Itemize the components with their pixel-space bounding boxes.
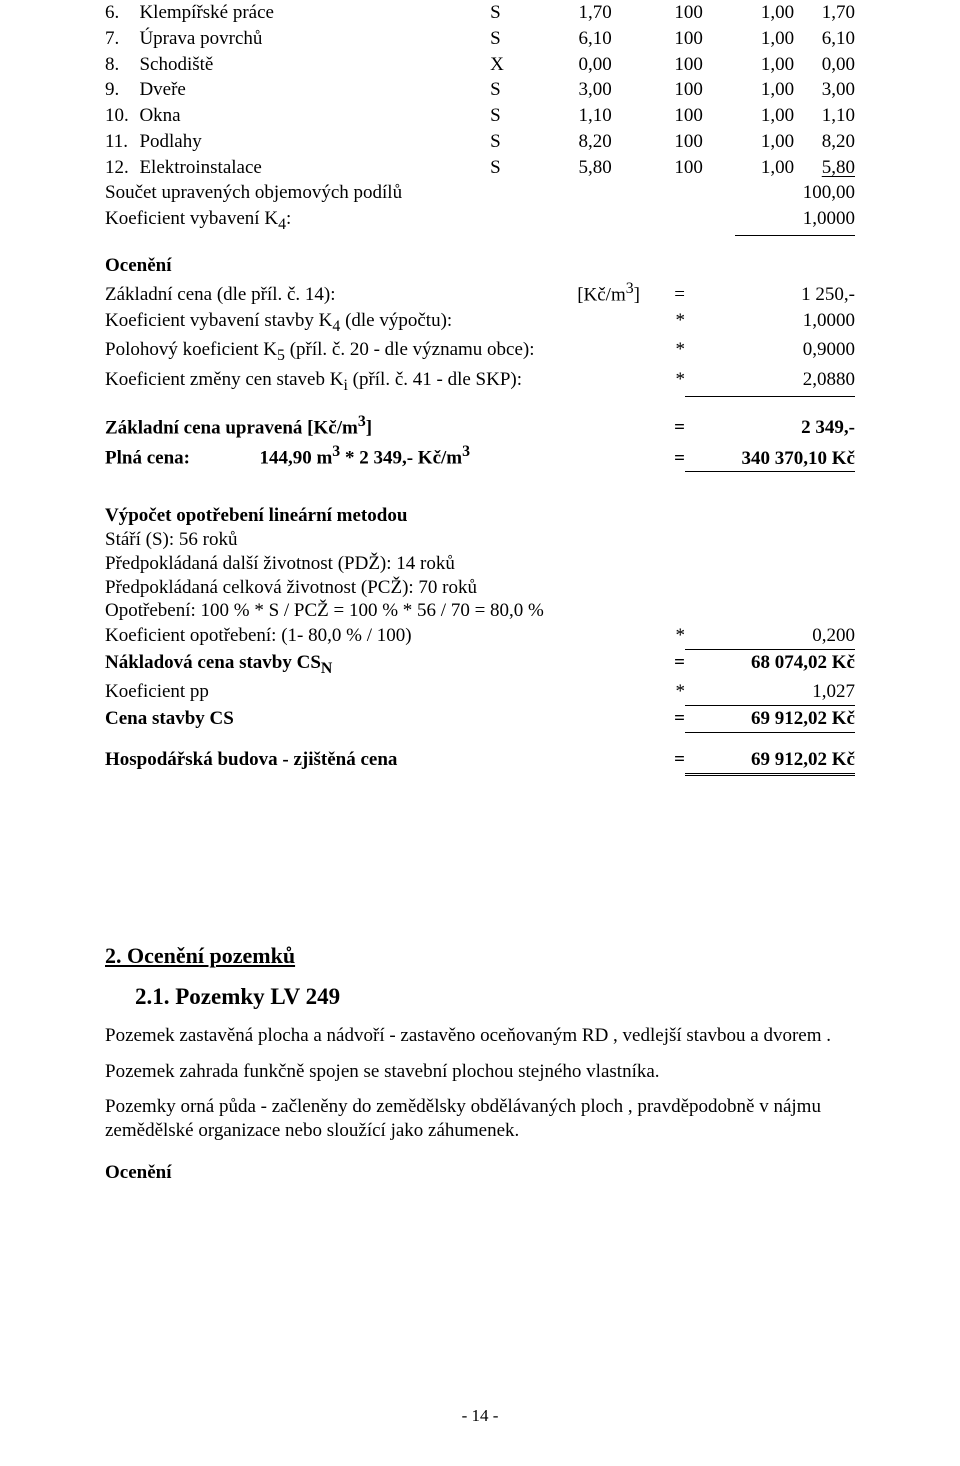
calc-row: Cena stavby CS = 69 912,02 Kč — [105, 706, 855, 733]
calc-label: Cena stavby CS — [105, 706, 640, 733]
oceneni-title-2: Ocenění — [105, 1161, 855, 1185]
calc-table-2: Koeficient opotřebení: (1- 80,0 % / 100)… — [105, 623, 855, 733]
plna-sym: = — [640, 441, 685, 472]
calc-sym: * — [640, 308, 685, 338]
sum-row: Součet upravených objemových podílů 100,… — [105, 180, 855, 206]
calc-row: Polohový koeficient K5 (příl. č. 20 - dl… — [105, 337, 855, 367]
row-name: Klempířské práce — [139, 0, 490, 26]
table-row: 7. Úprava povrchů S 6,10 100 1,00 6,10 — [105, 26, 855, 52]
wear-line: Stáří (S): 56 roků — [105, 528, 855, 552]
calc-val: 2,0880 — [685, 367, 855, 397]
paragraph: Pozemek zahrada funkčně spojen se staveb… — [105, 1060, 855, 1084]
row-vs: S — [490, 0, 520, 26]
final-label: Hospodářská budova - zjištěná cena — [105, 747, 640, 774]
paragraph: Pozemky orná půda - začleněny do zeměděl… — [105, 1095, 855, 1143]
calc-val: 1,027 — [685, 679, 855, 705]
calc-table-zcu: Základní cena upravená [Kč/m3] = 2 349,-… — [105, 411, 855, 472]
sum-row: Koeficient vybavení K4: 1,0000 — [105, 206, 855, 236]
calc-val: 68 074,02 Kč — [685, 649, 855, 679]
table-row: 9. Dveře S 3,00 100 1,00 3,00 — [105, 77, 855, 103]
section-2-heading: 2. Ocenění pozemků — [105, 942, 855, 970]
calc-val: 1 250,- — [685, 278, 855, 308]
wear-line: Předpokládaná celková životnost (PCŽ): 7… — [105, 576, 855, 600]
calc-sym: = — [640, 649, 685, 679]
calc-sym: * — [640, 623, 685, 649]
table-row: 11. Podlahy S 8,20 100 1,00 8,20 — [105, 129, 855, 155]
wear-line: Předpokládaná další životnost (PDŽ): 14 … — [105, 552, 855, 576]
subsection-21-heading: 2.1. Pozemky LV 249 — [105, 983, 855, 1012]
zcu-label: Základní cena upravená [Kč/m3] — [105, 411, 640, 441]
final-row: Hospodářská budova - zjištěná cena = 69 … — [105, 747, 855, 774]
calc-val: 1,0000 — [685, 308, 855, 338]
wear-line: Opotřebení: 100 % * S / PCŽ = 100 % * 56… — [105, 599, 855, 623]
plna-val: 340 370,10 Kč — [685, 441, 855, 472]
sum-label: Součet upravených objemových podílů — [105, 180, 735, 206]
calc-sym: * — [640, 679, 685, 705]
final-val: 69 912,02 Kč — [685, 747, 855, 774]
calc-label: Koeficient změny cen staveb Ki (příl. č.… — [105, 367, 640, 397]
table-row: 12. Elektroinstalace S 5,80 100 1,00 5,8… — [105, 155, 855, 181]
calc-row: Nákladová cena stavby CSN = 68 074,02 Kč — [105, 649, 855, 679]
calc-val: 69 912,02 Kč — [685, 706, 855, 733]
page-number: - 14 - — [105, 1405, 855, 1426]
zcu-sym: = — [640, 411, 685, 441]
table-row: 6. Klempířské práce S 1,70 100 1,00 1,70 — [105, 0, 855, 26]
row-v1: 1,70 — [521, 0, 612, 26]
calc-row: Koeficient opotřebení: (1- 80,0 % / 100)… — [105, 623, 855, 649]
calc-val: 0,200 — [685, 623, 855, 649]
calc-sym: = — [640, 278, 685, 308]
sum-table: Součet upravených objemových podílů 100,… — [105, 180, 855, 236]
calc-val: 0,9000 — [685, 337, 855, 367]
calc-sym: = — [640, 706, 685, 733]
table-row: 10. Okna S 1,10 100 1,00 1,10 — [105, 103, 855, 129]
sum-label: Koeficient vybavení K4: — [105, 206, 735, 236]
oceneni-title: Ocenění — [105, 254, 855, 278]
sum-value: 100,00 — [735, 180, 855, 206]
calc-row: Koeficient změny cen staveb Ki (příl. č.… — [105, 367, 855, 397]
calc-label: Koeficient vybavení stavby K4 (dle výpoč… — [105, 308, 640, 338]
calc-unit: [Kč/m3] — [535, 278, 640, 308]
plna-row: Plná cena: 144,90 m3 * 2 349,- Kč/m3 = 3… — [105, 441, 855, 472]
calc-sym: * — [640, 367, 685, 397]
final-sym: = — [640, 747, 685, 774]
calc-row: Koeficient pp * 1,027 — [105, 679, 855, 705]
plna-label: Plná cena: 144,90 m3 * 2 349,- Kč/m3 — [105, 441, 640, 472]
zcu-val: 2 349,- — [685, 411, 855, 441]
calc-label: Polohový koeficient K5 (příl. č. 20 - dl… — [105, 337, 640, 367]
calc-table-1: Základní cena (dle příl. č. 14): [Kč/m3]… — [105, 278, 855, 397]
zcu-row: Základní cena upravená [Kč/m3] = 2 349,- — [105, 411, 855, 441]
row-num: 6. — [105, 0, 139, 26]
calc-label: Koeficient pp — [105, 679, 640, 705]
sum-value: 1,0000 — [735, 206, 855, 236]
calc-row: Základní cena (dle příl. č. 14): [Kč/m3]… — [105, 278, 855, 308]
row-v3: 1,00 — [703, 0, 794, 26]
calc-label: Nákladová cena stavby CSN — [105, 649, 640, 679]
item-rows-table: 6. Klempířské práce S 1,70 100 1,00 1,70… — [105, 0, 855, 180]
row-v4: 1,70 — [794, 0, 855, 26]
calc-label: Koeficient opotřebení: (1- 80,0 % / 100) — [105, 623, 640, 649]
calc-sym: * — [640, 337, 685, 367]
table-row: 8. Schodiště X 0,00 100 1,00 0,00 — [105, 52, 855, 78]
wear-title: Výpočet opotřebení lineární metodou — [105, 504, 855, 528]
calc-label: Základní cena (dle příl. č. 14): — [105, 278, 535, 308]
final-table: Hospodářská budova - zjištěná cena = 69 … — [105, 747, 855, 776]
row-v2: 100 — [612, 0, 703, 26]
paragraph: Pozemek zastavěná plocha a nádvoří - zas… — [105, 1024, 855, 1048]
calc-row: Koeficient vybavení stavby K4 (dle výpoč… — [105, 308, 855, 338]
